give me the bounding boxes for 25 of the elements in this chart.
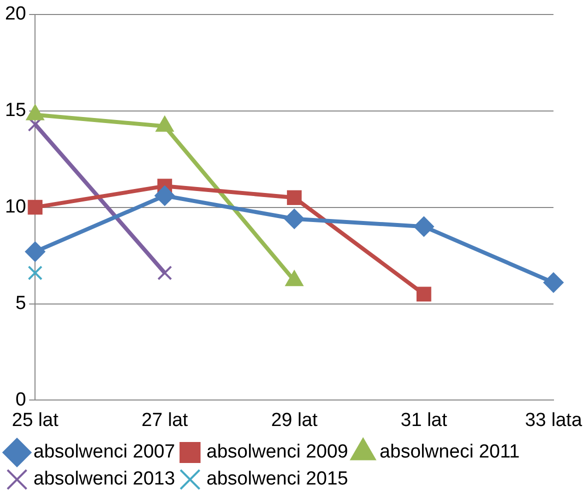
x-tick-label: 27 lat xyxy=(141,410,189,431)
point xyxy=(154,186,175,206)
x-tick-label: 31 lat xyxy=(400,410,448,431)
point xyxy=(543,272,564,293)
legend-label: absolwenci 2009 xyxy=(206,442,348,463)
point xyxy=(28,200,42,215)
x-tick-label: 29 lat xyxy=(271,410,318,431)
y-tick-label: 20 xyxy=(4,4,26,25)
legend-label: absolwneci 2011 xyxy=(380,442,520,463)
legend-label: absolwenci 2007 xyxy=(34,442,176,463)
point xyxy=(284,208,304,229)
legend-label: absolwenci 2015 xyxy=(206,468,348,490)
y-tick-label: 10 xyxy=(4,196,26,218)
x-tick-label: 33 lata xyxy=(524,410,582,431)
point xyxy=(416,286,432,302)
y-tick-label: 0 xyxy=(16,389,26,410)
point xyxy=(157,266,172,280)
y-tick-label: 15 xyxy=(4,100,26,122)
y-tick-label: 5 xyxy=(16,292,26,314)
point xyxy=(286,190,302,206)
point xyxy=(25,242,46,262)
legend-label: absolwenci 2013 xyxy=(34,468,176,490)
x-tick-label: 25 lat xyxy=(12,410,60,431)
point xyxy=(414,216,434,237)
point xyxy=(28,266,42,280)
